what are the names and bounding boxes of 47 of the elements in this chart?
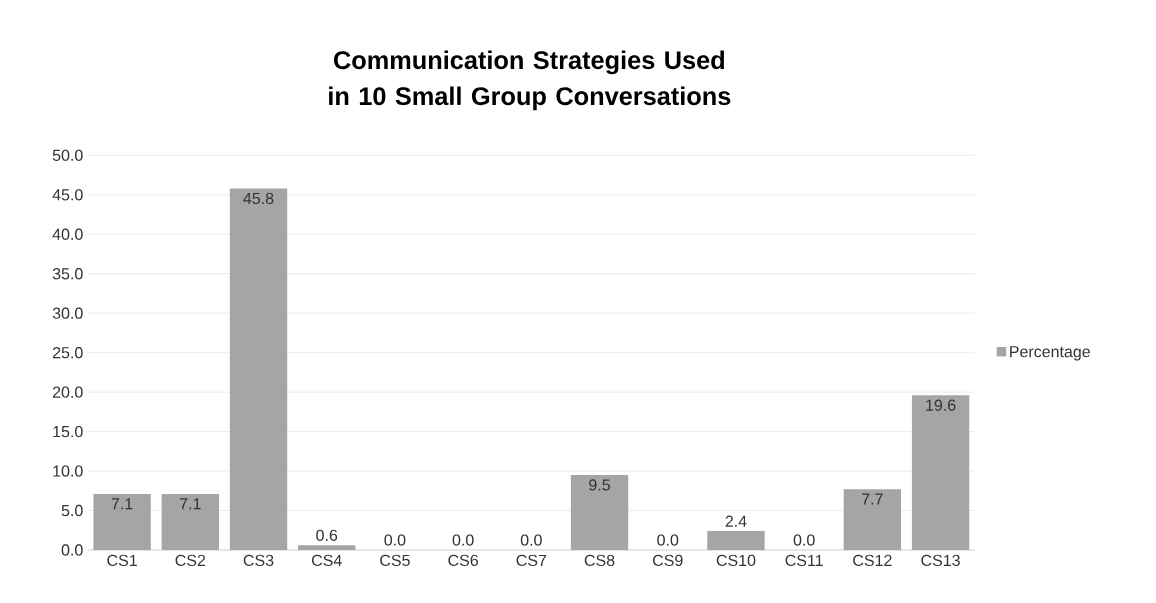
chart-title: Communication Strategies Used in 10 Small Group Conversations [329, 50, 731, 111]
x-tick-label: CS4 [311, 554, 342, 567]
data-label: 2.4 [725, 515, 747, 527]
y-tick-label: 40.0 [52, 228, 83, 240]
bar [93, 493, 151, 550]
bar [229, 188, 288, 550]
y-tick-label: 20.0 [52, 386, 83, 398]
x-tick-label: CS9 [653, 554, 683, 567]
y-tick-label: 15.0 [53, 425, 83, 438]
data-label: 0.6 [316, 529, 338, 541]
bar [570, 475, 629, 550]
data-label: 45.8 [243, 192, 274, 205]
y-tick-label: 25.0 [52, 347, 83, 359]
x-tick-label: CS13 [921, 554, 960, 567]
data-label: 7.1 [180, 498, 201, 510]
y-tick-label: 5.0 [61, 504, 83, 517]
data-label: 0.0 [793, 534, 815, 546]
x-tick-label: CS11 [785, 554, 823, 567]
y-tick-label: 0.0 [61, 544, 83, 556]
y-tick-label: 50.0 [52, 149, 83, 161]
x-tick-label: CS1 [107, 554, 137, 567]
bar [298, 545, 356, 550]
y-tick-label: 35.0 [52, 268, 83, 280]
x-tick-label: CS7 [516, 554, 547, 567]
x-tick-label: CS3 [243, 554, 274, 567]
data-label: 9.5 [589, 479, 610, 491]
bar [843, 489, 902, 550]
y-tick-label: 30.0 [52, 307, 83, 319]
x-tick-label: CS10 [716, 554, 756, 567]
x-tick-label: CS12 [853, 554, 892, 567]
x-tick-label: CS6 [448, 554, 478, 567]
x-tick-label: CS8 [584, 554, 615, 567]
data-label: 7.7 [862, 493, 883, 505]
y-tick-label: 10.0 [53, 465, 83, 477]
y-tick-label: 45.0 [52, 189, 83, 201]
data-label: 7.1 [111, 498, 133, 510]
x-tick-label: CS5 [380, 554, 410, 567]
bar [161, 493, 219, 550]
bar [911, 395, 970, 550]
data-label: 0.0 [384, 534, 406, 546]
x-tick-label: CS2 [175, 554, 206, 567]
legend-label: Percentage [1010, 346, 1090, 361]
data-label: 0.0 [657, 534, 679, 546]
data-label: 0.0 [452, 534, 474, 546]
data-label: 19.6 [926, 399, 956, 411]
data-label: 0.0 [520, 534, 542, 546]
bar [707, 531, 765, 550]
